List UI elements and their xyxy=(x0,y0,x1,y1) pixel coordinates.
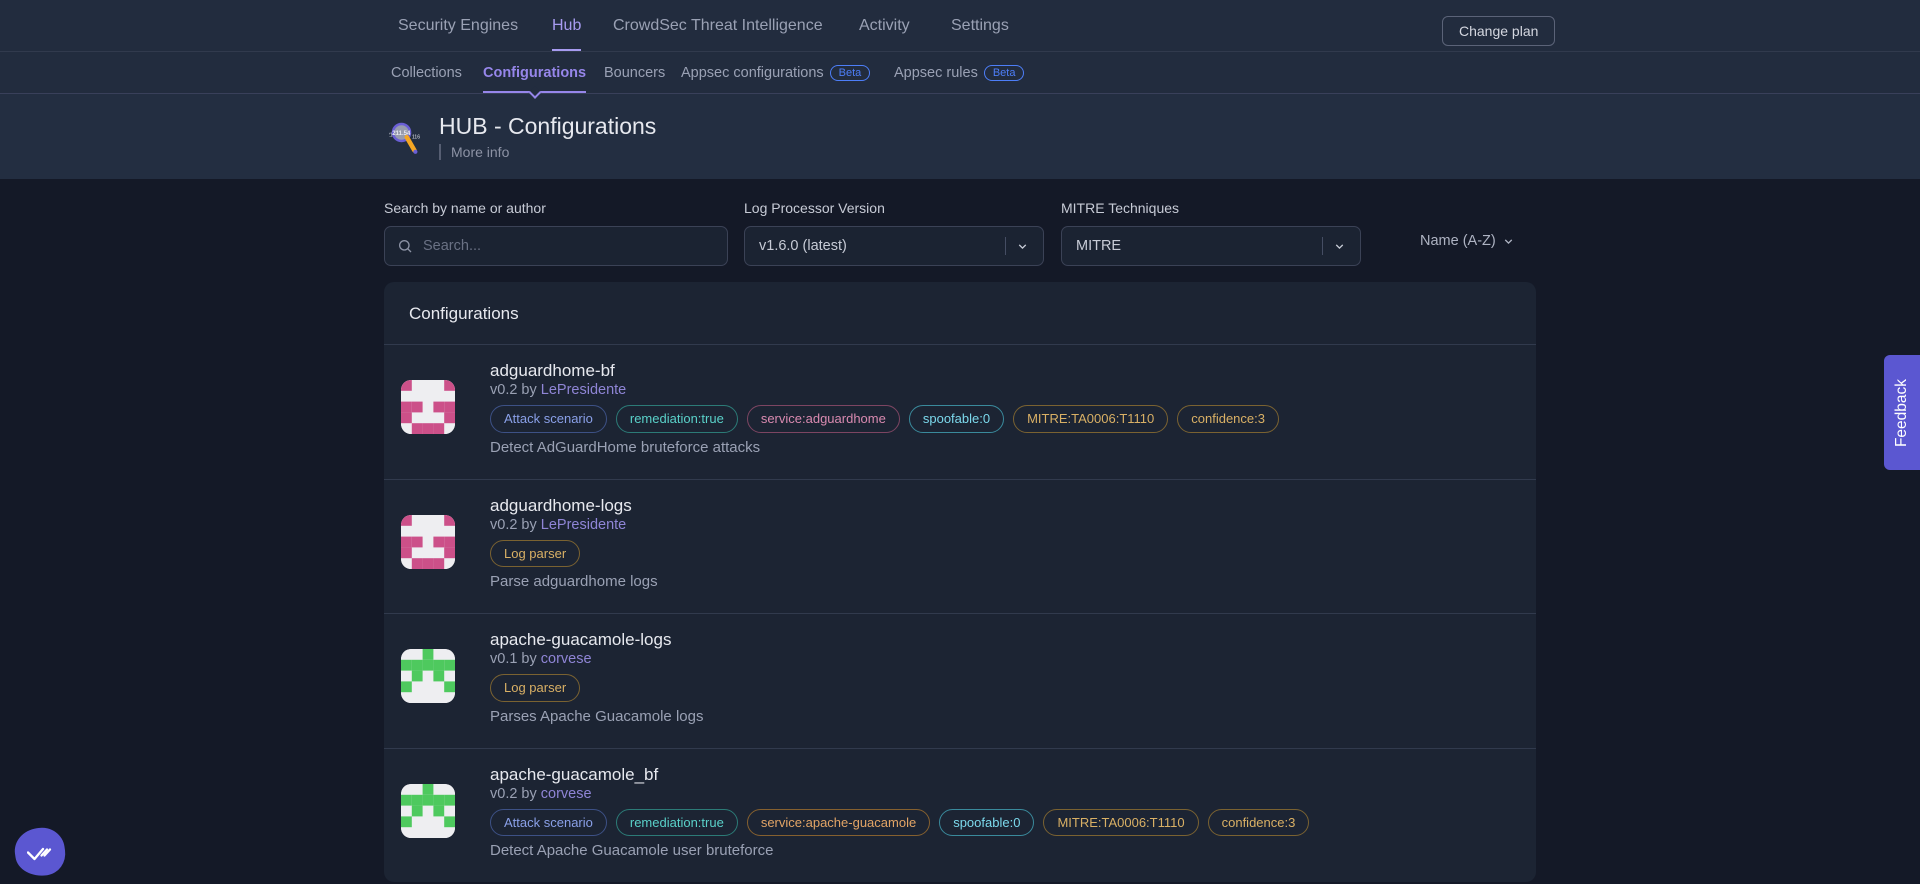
svg-text:116: 116 xyxy=(412,135,420,141)
